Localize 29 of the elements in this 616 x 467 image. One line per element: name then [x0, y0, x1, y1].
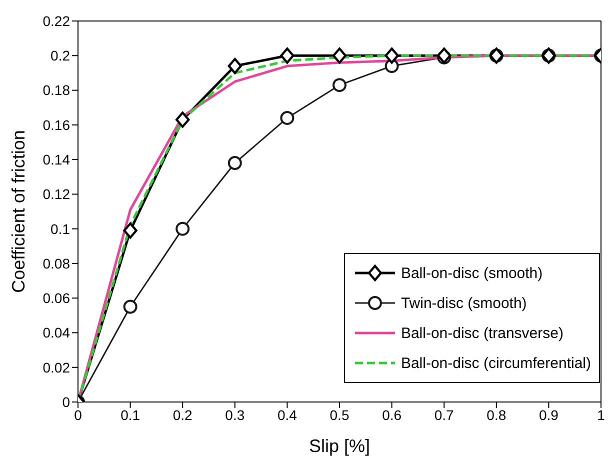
- y-tick-label: 0.16: [42, 116, 70, 133]
- x-tick-label: 0.1: [120, 406, 140, 423]
- legend-label: Twin-disc (smooth): [400, 294, 527, 312]
- y-tick-label: 0: [62, 394, 70, 410]
- legend-label: Ball-on-disc (circumferential): [400, 354, 591, 372]
- x-tick-label: 1: [597, 406, 606, 423]
- x-axis-title: Slip [%]: [308, 436, 370, 456]
- y-tick-label: 0.12: [42, 186, 70, 202]
- x-tick-label: 0.8: [486, 406, 506, 423]
- x-tick-label: 0.3: [225, 406, 245, 423]
- y-tick-label: 0.14: [42, 152, 70, 168]
- x-tick-label: 0.7: [434, 406, 454, 423]
- y-tick-label: 0.08: [42, 255, 70, 272]
- y-axis-title: Coefficient of friction: [8, 130, 28, 293]
- y-tick-label: 0.2: [50, 48, 70, 64]
- legend-label: Ball-on-disc (transverse): [400, 324, 564, 342]
- x-tick-label: 0.4: [277, 406, 298, 423]
- x-tick-label: 0.9: [538, 406, 559, 423]
- y-tick-label: 0.1: [50, 220, 70, 237]
- x-tick-label: 0.6: [382, 406, 402, 423]
- y-tick-label: 0.04: [42, 324, 70, 341]
- x-tick-label: 0.5: [330, 406, 350, 423]
- x-tick-label: 0: [74, 406, 82, 423]
- y-tick-label: 0.02: [42, 359, 70, 376]
- y-tick-label: 0.22: [42, 12, 70, 29]
- legend-label: Ball-on-disc (smooth): [400, 264, 543, 282]
- y-tick-label: 0.06: [42, 290, 70, 306]
- x-tick-label: 0.2: [172, 406, 193, 423]
- y-tick-label: 0.18: [42, 82, 70, 98]
